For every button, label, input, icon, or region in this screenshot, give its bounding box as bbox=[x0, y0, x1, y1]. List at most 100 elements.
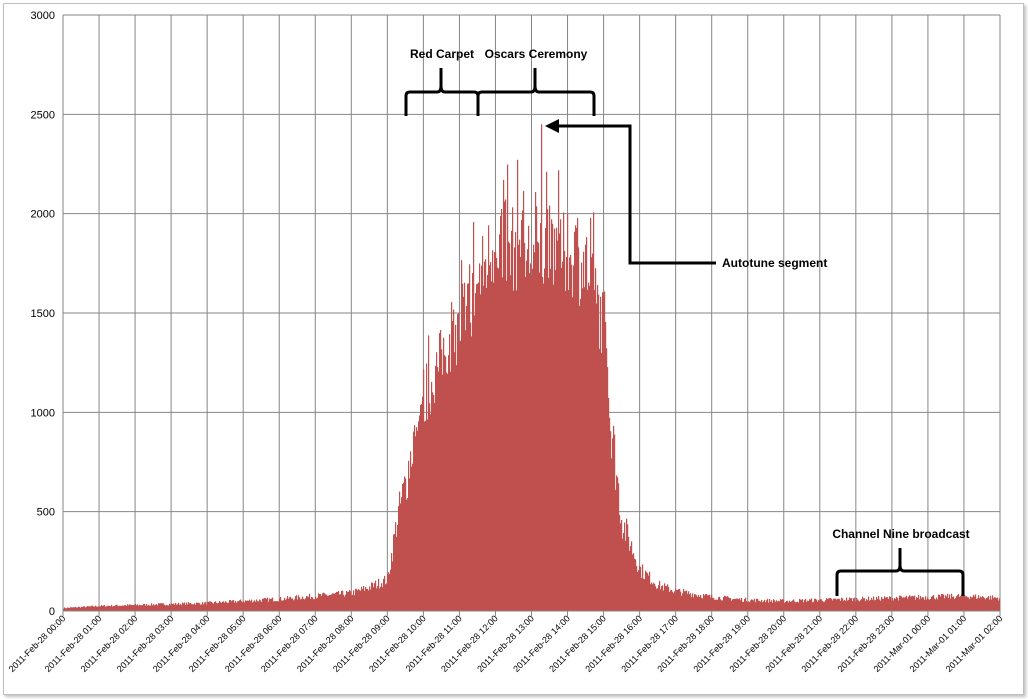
bar bbox=[508, 241, 510, 612]
bar bbox=[542, 276, 544, 611]
bar bbox=[505, 199, 507, 612]
bar bbox=[365, 586, 367, 611]
bar bbox=[410, 451, 412, 611]
bar bbox=[783, 599, 785, 611]
bar bbox=[593, 212, 595, 612]
bar bbox=[573, 265, 575, 611]
bar bbox=[652, 584, 654, 611]
bar bbox=[158, 603, 160, 611]
bar bbox=[70, 607, 72, 611]
bar bbox=[387, 573, 389, 611]
bar bbox=[640, 567, 642, 611]
bar bbox=[799, 598, 801, 611]
bar bbox=[286, 598, 288, 611]
bar bbox=[862, 596, 864, 611]
bar bbox=[528, 225, 530, 612]
bar bbox=[106, 606, 108, 611]
bar bbox=[393, 534, 395, 611]
bar bbox=[926, 599, 928, 611]
bar bbox=[537, 241, 539, 611]
bar bbox=[558, 170, 560, 612]
bar bbox=[865, 601, 867, 611]
bar bbox=[700, 594, 702, 611]
bar bbox=[437, 366, 439, 611]
bar bbox=[257, 601, 259, 611]
bar bbox=[918, 594, 920, 611]
bar bbox=[814, 598, 816, 611]
bar bbox=[786, 600, 788, 611]
bar bbox=[65, 608, 67, 611]
bar bbox=[463, 296, 465, 611]
bar bbox=[464, 282, 466, 611]
bar bbox=[423, 369, 425, 611]
bar bbox=[650, 584, 652, 611]
bar bbox=[619, 515, 621, 611]
bar bbox=[552, 223, 554, 612]
bar bbox=[597, 285, 599, 611]
bar bbox=[987, 597, 989, 611]
bar bbox=[556, 227, 558, 612]
bar bbox=[121, 605, 123, 611]
bar bbox=[938, 594, 940, 611]
bar bbox=[480, 294, 482, 611]
bar bbox=[128, 605, 130, 611]
bar bbox=[588, 282, 590, 611]
bar bbox=[860, 600, 862, 611]
y-tick-label: 3000 bbox=[31, 10, 55, 22]
bar bbox=[566, 256, 568, 611]
bar bbox=[180, 603, 182, 611]
bar bbox=[649, 571, 651, 611]
bar bbox=[342, 590, 344, 611]
bar bbox=[469, 264, 471, 611]
bar bbox=[179, 604, 181, 611]
bar bbox=[261, 601, 263, 611]
bar bbox=[572, 297, 574, 611]
bar bbox=[569, 257, 571, 611]
bar bbox=[312, 597, 314, 611]
bar bbox=[411, 466, 413, 611]
bar bbox=[806, 602, 808, 611]
bar bbox=[907, 598, 909, 611]
bar bbox=[512, 207, 514, 611]
bar bbox=[374, 583, 376, 611]
bar bbox=[102, 605, 104, 611]
bar bbox=[539, 272, 541, 611]
bar bbox=[845, 601, 847, 611]
y-tick-label: 1500 bbox=[31, 308, 55, 320]
bar bbox=[230, 599, 232, 611]
bar bbox=[778, 600, 780, 611]
bar bbox=[82, 607, 84, 611]
bar bbox=[330, 594, 332, 611]
bar bbox=[761, 599, 763, 611]
bar bbox=[686, 590, 688, 611]
bar bbox=[729, 598, 731, 611]
bar bbox=[793, 599, 795, 611]
bar bbox=[977, 598, 979, 611]
bar bbox=[268, 601, 270, 611]
bar bbox=[424, 421, 426, 611]
bar bbox=[658, 585, 660, 611]
bar bbox=[943, 594, 945, 611]
bar bbox=[295, 596, 297, 611]
bar bbox=[705, 594, 707, 611]
bar bbox=[924, 599, 926, 611]
bar bbox=[232, 600, 234, 611]
bar bbox=[591, 257, 593, 611]
bar bbox=[327, 596, 329, 611]
bar bbox=[817, 601, 819, 611]
bar bbox=[154, 605, 156, 611]
bar bbox=[731, 600, 733, 611]
bar bbox=[194, 603, 196, 611]
bar bbox=[691, 597, 693, 611]
bar bbox=[440, 329, 442, 611]
bar bbox=[984, 598, 986, 611]
bar bbox=[610, 431, 612, 611]
bar bbox=[993, 598, 995, 611]
bar bbox=[386, 583, 388, 611]
bar bbox=[370, 589, 372, 611]
bar bbox=[935, 599, 937, 611]
bar bbox=[622, 538, 624, 611]
bar bbox=[871, 597, 873, 611]
bar bbox=[395, 522, 397, 611]
bar bbox=[578, 247, 580, 611]
